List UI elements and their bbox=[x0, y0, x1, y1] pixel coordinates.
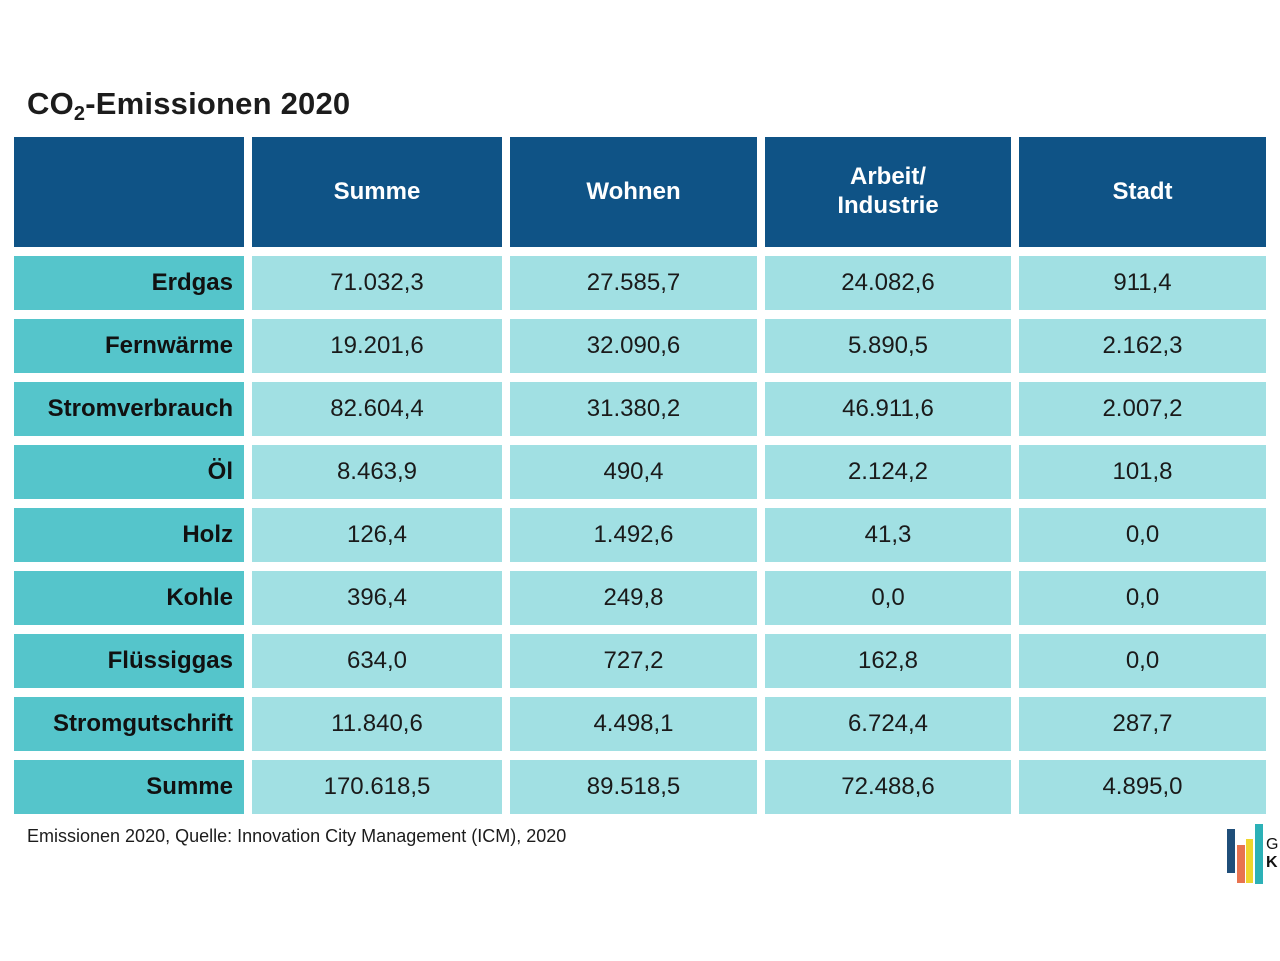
table-cell: 126,4 bbox=[252, 508, 502, 562]
table-cell: 727,2 bbox=[510, 634, 757, 688]
title-rest: -Emissionen 2020 bbox=[85, 86, 351, 121]
emissions-table: Summe Wohnen Arbeit/ Industrie Stadt Erd… bbox=[14, 137, 1266, 814]
table-cell: 72.488,6 bbox=[765, 760, 1011, 814]
header-cell-arbeit-industrie: Arbeit/ Industrie bbox=[765, 137, 1011, 247]
table-cell: 89.518,5 bbox=[510, 760, 757, 814]
title-main: CO bbox=[27, 86, 74, 121]
logo-letter-k: K bbox=[1266, 854, 1278, 871]
logo-bar-teal-icon bbox=[1255, 824, 1263, 884]
table-cell: 46.911,6 bbox=[765, 382, 1011, 436]
table-cell: 101,8 bbox=[1019, 445, 1266, 499]
table-cell: 82.604,4 bbox=[252, 382, 502, 436]
table-cell: 162,8 bbox=[765, 634, 1011, 688]
table-cell: 0,0 bbox=[1019, 508, 1266, 562]
table-cell: 24.082,6 bbox=[765, 256, 1011, 310]
row-label-holz: Holz bbox=[14, 508, 244, 562]
table-cell: 287,7 bbox=[1019, 697, 1266, 751]
table-cell: 6.724,4 bbox=[765, 697, 1011, 751]
logo-bar-blue-icon bbox=[1227, 829, 1235, 873]
table-cell: 2.007,2 bbox=[1019, 382, 1266, 436]
row-label-fernwaerme: Fernwärme bbox=[14, 319, 244, 373]
table-cell: 634,0 bbox=[252, 634, 502, 688]
header-cell-wohnen: Wohnen bbox=[510, 137, 757, 247]
row-label-stromgutschrift: Stromgutschrift bbox=[14, 697, 244, 751]
source-note: Emissionen 2020, Quelle: Innovation City… bbox=[27, 826, 567, 846]
logo-bar-yellow-icon bbox=[1246, 839, 1253, 883]
table-cell: 4.895,0 bbox=[1019, 760, 1266, 814]
table-cell: 41,3 bbox=[765, 508, 1011, 562]
title-subscript: 2 bbox=[73, 103, 86, 125]
table-cell: 31.380,2 bbox=[510, 382, 757, 436]
table-cell: 71.032,3 bbox=[252, 256, 502, 310]
table-cell: 11.840,6 bbox=[252, 697, 502, 751]
table-cell: 396,4 bbox=[252, 571, 502, 625]
table-cell: 2.162,3 bbox=[1019, 319, 1266, 373]
table-cell: 170.618,5 bbox=[252, 760, 502, 814]
table-cell: 2.124,2 bbox=[765, 445, 1011, 499]
row-label-kohle: Kohle bbox=[14, 571, 244, 625]
table-cell: 19.201,6 bbox=[252, 319, 502, 373]
header-cell-summe: Summe bbox=[252, 137, 502, 247]
row-label-stromverbrauch: Stromverbrauch bbox=[14, 382, 244, 436]
row-label-summe: Summe bbox=[14, 760, 244, 814]
table-cell: 4.498,1 bbox=[510, 697, 757, 751]
page-title: CO2-Emissionen 2020 bbox=[27, 86, 350, 126]
table-cell: 32.090,6 bbox=[510, 319, 757, 373]
header-cell-stadt: Stadt bbox=[1019, 137, 1266, 247]
table-cell: 5.890,5 bbox=[765, 319, 1011, 373]
row-label-fluessiggas: Flüssiggas bbox=[14, 634, 244, 688]
table-cell: 0,0 bbox=[765, 571, 1011, 625]
header-cell-empty bbox=[14, 137, 244, 247]
table-cell: 1.492,6 bbox=[510, 508, 757, 562]
table-cell: 911,4 bbox=[1019, 256, 1266, 310]
table-cell: 0,0 bbox=[1019, 571, 1266, 625]
row-label-erdgas: Erdgas bbox=[14, 256, 244, 310]
logo-bar-orange-icon bbox=[1237, 845, 1245, 883]
table-cell: 8.463,9 bbox=[252, 445, 502, 499]
table-cell: 27.585,7 bbox=[510, 256, 757, 310]
logo-letter-g: G bbox=[1266, 836, 1279, 853]
table-cell: 0,0 bbox=[1019, 634, 1266, 688]
table-cell: 249,8 bbox=[510, 571, 757, 625]
table-cell: 490,4 bbox=[510, 445, 757, 499]
row-label-oel: Öl bbox=[14, 445, 244, 499]
